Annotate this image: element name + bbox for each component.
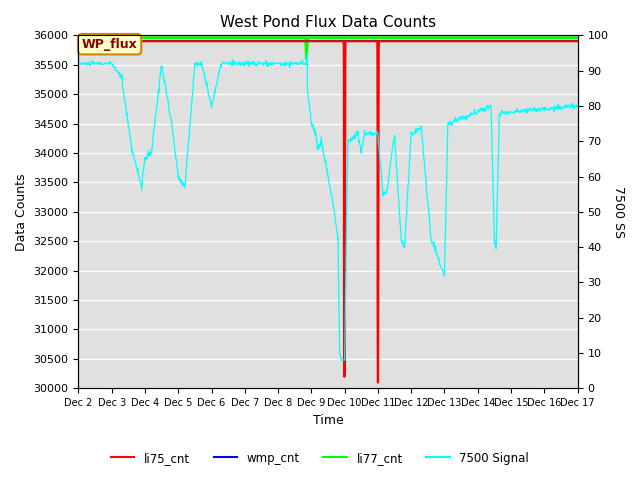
- Title: West Pond Flux Data Counts: West Pond Flux Data Counts: [220, 15, 436, 30]
- Y-axis label: 7500 SS: 7500 SS: [612, 186, 625, 238]
- Legend: li75_cnt, wmp_cnt, li77_cnt, 7500 Signal: li75_cnt, wmp_cnt, li77_cnt, 7500 Signal: [106, 447, 534, 469]
- Text: WP_flux: WP_flux: [82, 38, 138, 51]
- X-axis label: Time: Time: [312, 414, 344, 427]
- Y-axis label: Data Counts: Data Counts: [15, 173, 28, 251]
